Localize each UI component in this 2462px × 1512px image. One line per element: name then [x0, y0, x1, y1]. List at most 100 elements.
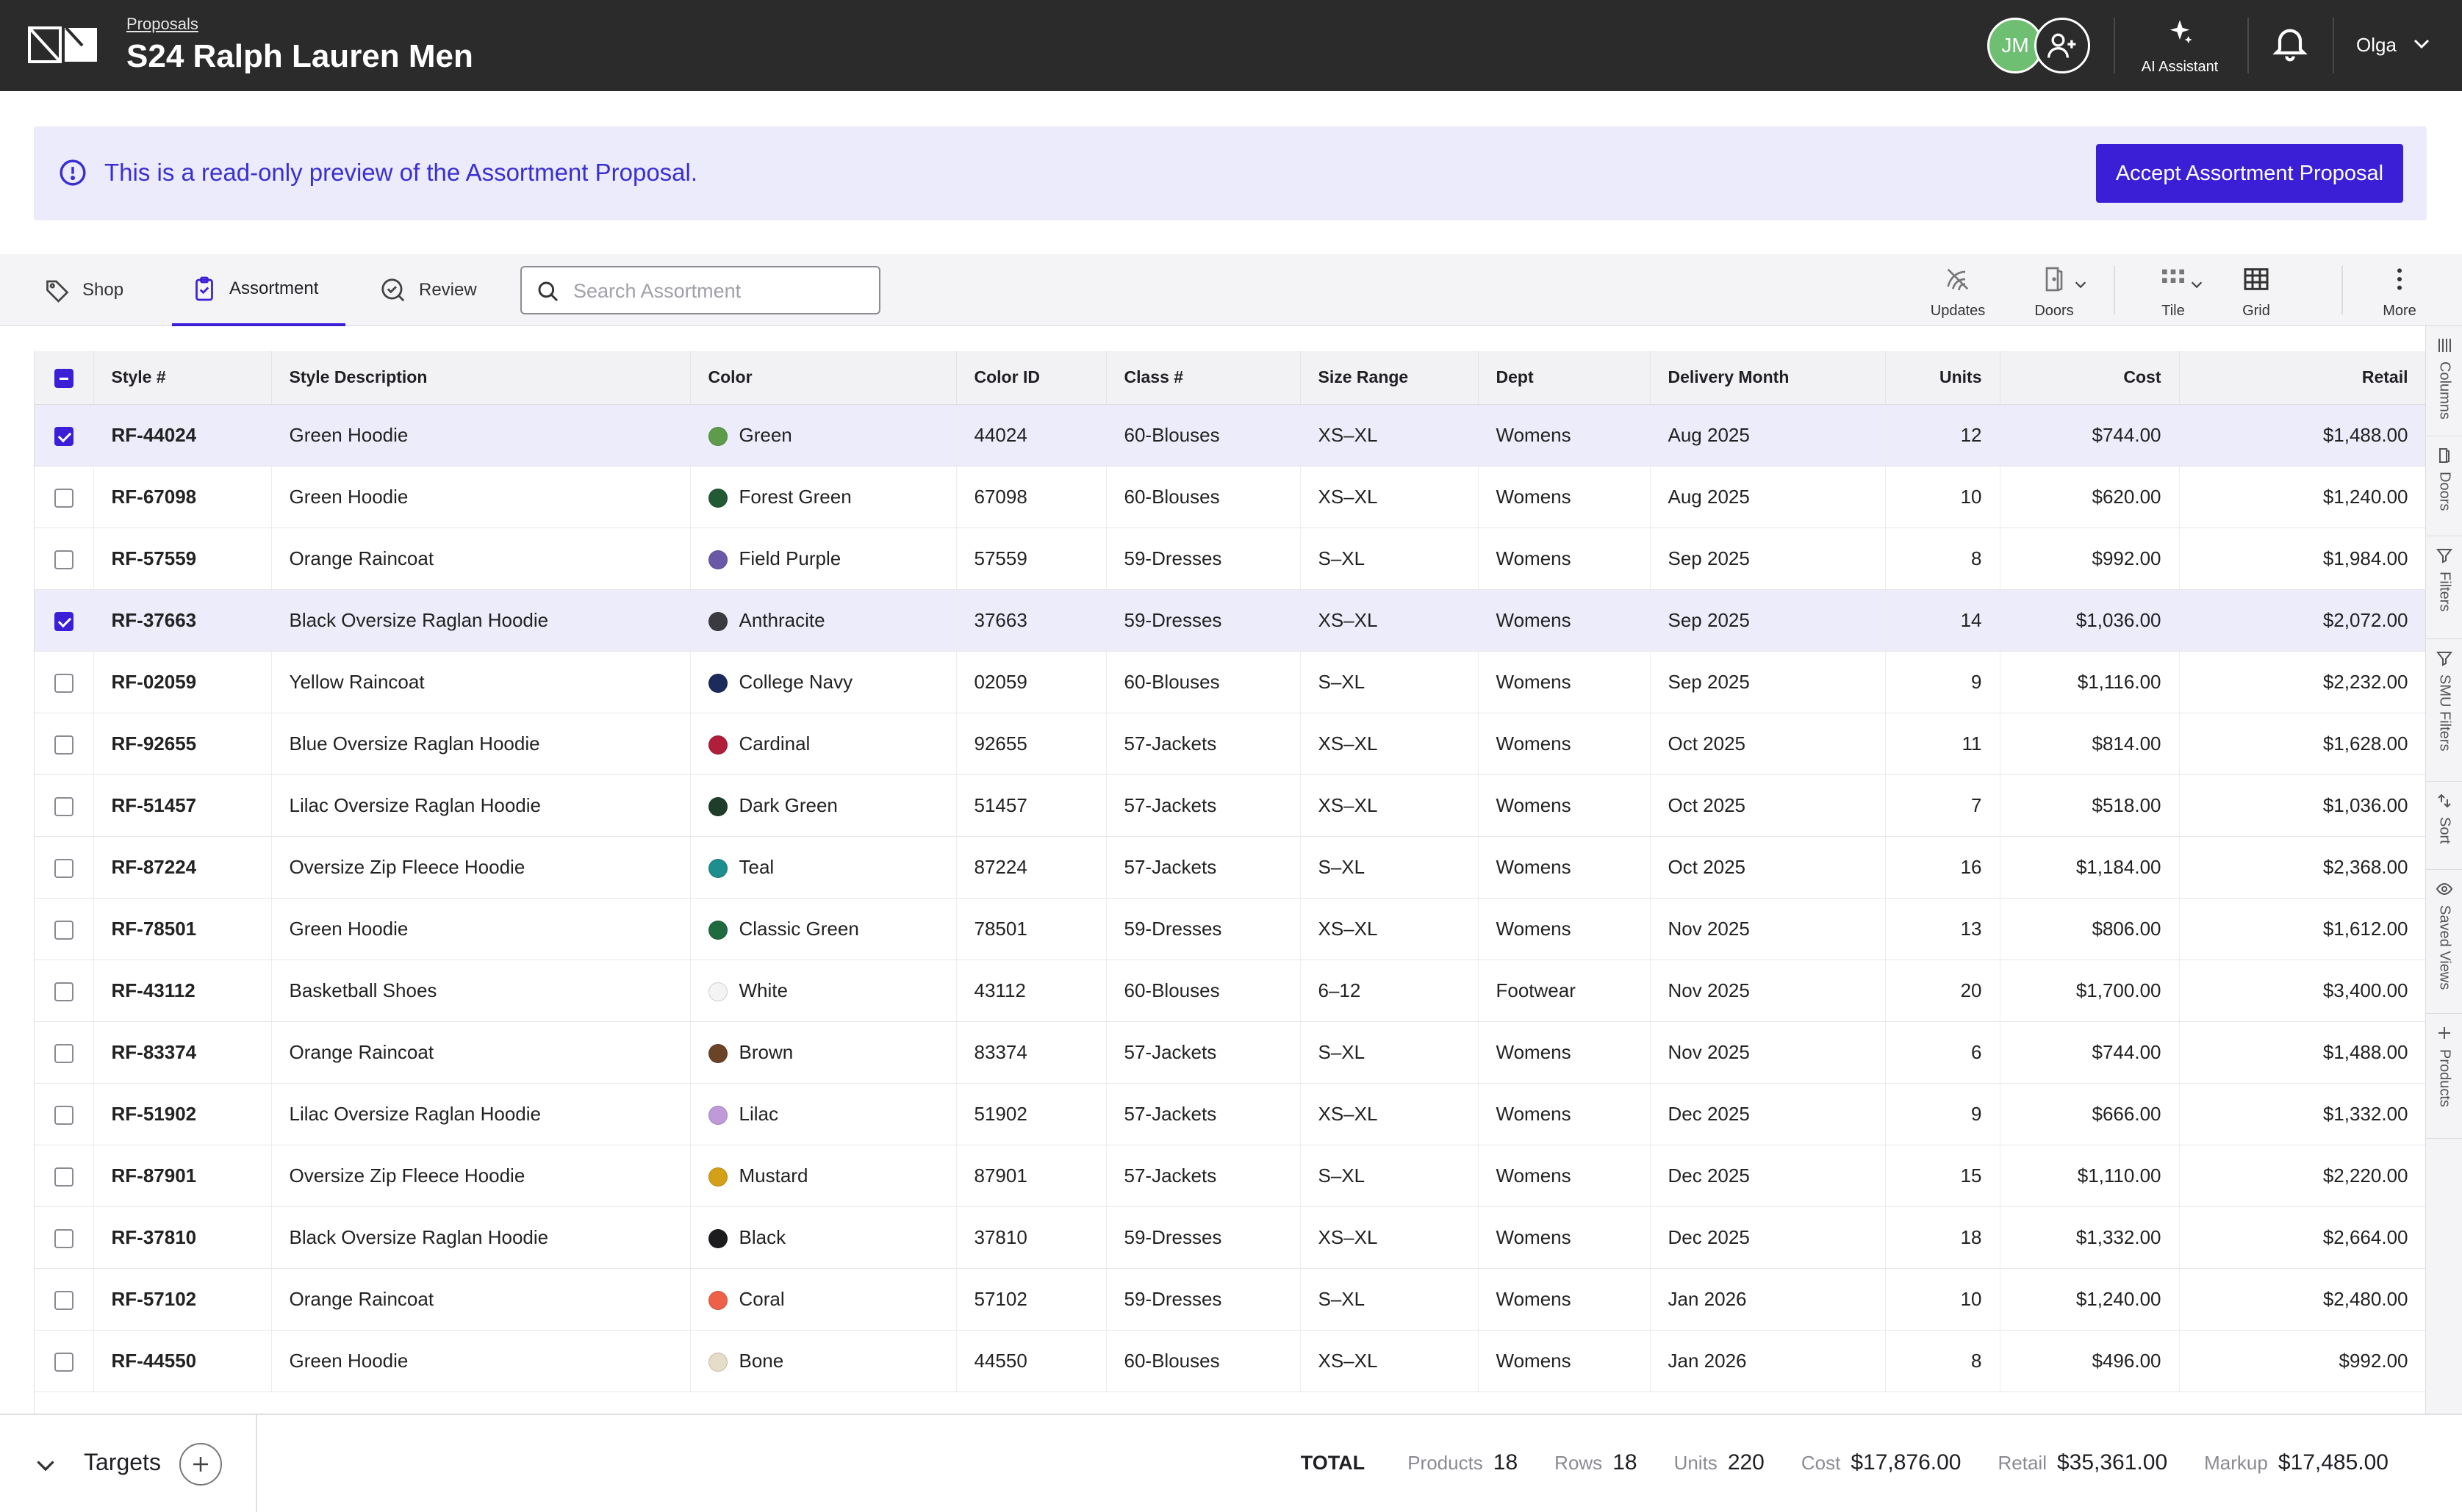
table-grid-icon	[2244, 268, 2269, 290]
class-cell: 59-Dresses	[1106, 528, 1301, 590]
column-header[interactable]: Size Range	[1300, 351, 1479, 405]
rail-add-products[interactable]: Products	[2426, 1014, 2462, 1139]
row-checkbox[interactable]	[54, 920, 73, 940]
rail-saved-views[interactable]: Saved Views	[2426, 870, 2462, 1014]
table-row[interactable]: RF-37663 Black Oversize Raglan Hoodie Anth…	[35, 589, 2425, 652]
table-row[interactable]: RF-44550 Green Hoodie Bone 44550 60-Blouses X…	[35, 1330, 2425, 1392]
column-header[interactable]: Color ID	[956, 351, 1107, 405]
rail-sort[interactable]: Sort	[2426, 782, 2462, 870]
column-header[interactable]: Style Description	[271, 351, 691, 405]
row-select-cell	[35, 1145, 94, 1207]
column-header[interactable]: Delivery Month	[1650, 351, 1886, 405]
search-icon	[538, 281, 559, 302]
dept-cell: Womens	[1478, 1145, 1651, 1207]
tab-review[interactable]: Review	[379, 254, 477, 326]
table-row[interactable]: RF-44024 Green Hoodie Green 44024 60-Blouses…	[35, 404, 2425, 467]
row-select-cell	[35, 713, 94, 775]
updates-button[interactable]: Updates	[1926, 264, 1990, 320]
rail-filters[interactable]: Filters	[2426, 536, 2462, 639]
row-checkbox[interactable]	[54, 1352, 73, 1372]
tab-shop[interactable]: Shop	[44, 254, 123, 326]
row-checkbox[interactable]	[54, 550, 73, 569]
avatar[interactable]: JM	[1987, 18, 2043, 73]
table-row[interactable]: RF-87224 Oversize Zip Fleece Hoodie Teal 87…	[35, 836, 2425, 899]
color-id-cell: 43112	[956, 960, 1107, 1022]
row-checkbox[interactable]	[54, 796, 73, 816]
table-row[interactable]: RF-57102 Orange Raincoat Coral 57102 59-Dres…	[35, 1268, 2425, 1331]
row-select-cell	[35, 589, 94, 652]
chevron-down-icon[interactable]	[32, 1452, 59, 1478]
table-row[interactable]: RF-02059 Yellow Raincoat College Navy 02059…	[35, 651, 2425, 713]
rail-columns[interactable]: Columns	[2426, 326, 2462, 436]
cost-cell: $1,036.00	[2000, 589, 2180, 652]
rail-doors[interactable]: Doors	[2426, 436, 2462, 536]
color-id-cell: 78501	[956, 898, 1107, 960]
units-cell: 14	[1885, 589, 2000, 652]
table-row[interactable]: RF-92655 Blue Oversize Raglan Hoodie Cardi…	[35, 713, 2425, 775]
delivery-month-cell: Sep 2025	[1650, 528, 1886, 590]
column-header[interactable]: Cost	[2000, 351, 2180, 405]
rows-label: Rows	[1554, 1452, 1603, 1474]
add-collaborator-button[interactable]	[2034, 18, 2090, 73]
table-row[interactable]: RF-83374 Orange Raincoat Brown 83374 57-Jack…	[35, 1021, 2425, 1084]
row-checkbox[interactable]	[54, 1290, 73, 1310]
row-checkbox[interactable]	[54, 1167, 73, 1187]
search-box[interactable]	[520, 266, 880, 314]
row-checkbox[interactable]	[54, 673, 73, 693]
column-header[interactable]: Dept	[1478, 351, 1651, 405]
breadcrumb-proposals[interactable]: Proposals	[126, 15, 198, 33]
search-input[interactable]	[573, 275, 867, 307]
row-checkbox[interactable]	[54, 1228, 73, 1248]
rail-smu-filters[interactable]: SMU Filters	[2426, 639, 2462, 782]
size-range-cell: S–XL	[1300, 651, 1479, 713]
column-header[interactable]: Retail	[2179, 351, 2425, 405]
cost-cell: $620.00	[2000, 466, 2180, 528]
ai-assistant-button[interactable]: AI Assistant	[2131, 18, 2228, 76]
row-checkbox[interactable]	[54, 611, 73, 631]
units-cell: 13	[1885, 898, 2000, 960]
row-checkbox[interactable]	[54, 982, 73, 1001]
row-checkbox[interactable]	[54, 488, 73, 508]
tab-assortment[interactable]: Assortment	[172, 254, 345, 326]
color-name: Dark Green	[739, 793, 838, 816]
row-select-cell	[35, 774, 94, 837]
cost-cell: $1,116.00	[2000, 651, 2180, 713]
table-row[interactable]: RF-78501 Green Hoodie Classic Green 78501 59…	[35, 898, 2425, 960]
targets-label[interactable]: Targets	[84, 1449, 161, 1475]
accept-proposal-button[interactable]: Accept Assortment Proposal	[2096, 144, 2403, 203]
cost-cell: $1,240.00	[2000, 1268, 2180, 1331]
row-checkbox[interactable]	[54, 1105, 73, 1125]
table-row[interactable]: RF-51457 Lilac Oversize Raglan Hoodie Dark…	[35, 774, 2425, 837]
more-button[interactable]: More	[2368, 264, 2431, 320]
table-row[interactable]: RF-57559 Orange Raincoat Field Purple 57559…	[35, 528, 2425, 590]
chevron-down-icon[interactable]	[2412, 37, 2431, 51]
column-header[interactable]: Style #	[93, 351, 272, 405]
select-all-checkbox[interactable]	[54, 368, 73, 388]
table-row[interactable]: RF-67098 Green Hoodie Forest Green 67098 60-…	[35, 466, 2425, 528]
doors-button[interactable]: Doors	[2021, 264, 2087, 320]
user-menu[interactable]: Olga	[2356, 34, 2397, 56]
column-header[interactable]: Color	[690, 351, 957, 405]
color-name: Teal	[739, 855, 775, 878]
app-header: Proposals S24 Ralph Lauren Men JM AI Ass…	[0, 0, 2462, 91]
tile-view-button[interactable]: Tile	[2143, 264, 2203, 320]
grid-view-button[interactable]: Grid	[2227, 264, 2286, 320]
delivery-month-cell: Sep 2025	[1650, 651, 1886, 713]
row-checkbox[interactable]	[54, 858, 73, 878]
row-checkbox[interactable]	[54, 1043, 73, 1063]
color-swatch	[708, 550, 728, 569]
add-target-button[interactable]	[179, 1443, 222, 1486]
retail-cell: $2,480.00	[2179, 1268, 2425, 1331]
table-row[interactable]: RF-87901 Oversize Zip Fleece Hoodie Mustar…	[35, 1145, 2425, 1207]
table-row[interactable]: RF-43112 Basketball Shoes White 43112 60-Blo…	[35, 960, 2425, 1022]
table-row[interactable]: RF-51902 Lilac Oversize Raglan Hoodie Lila…	[35, 1083, 2425, 1145]
color-id-cell: 51902	[956, 1083, 1107, 1145]
row-select-cell	[35, 651, 94, 713]
column-header[interactable]: Class #	[1106, 351, 1301, 405]
row-checkbox[interactable]	[54, 735, 73, 755]
column-header[interactable]: Units	[1885, 351, 2000, 405]
color-cell: Mustard	[690, 1145, 957, 1207]
notifications-bell-icon[interactable]	[2269, 22, 2311, 63]
row-checkbox[interactable]	[54, 426, 73, 446]
table-row[interactable]: RF-37810 Black Oversize Raglan Hoodie Blac…	[35, 1206, 2425, 1269]
